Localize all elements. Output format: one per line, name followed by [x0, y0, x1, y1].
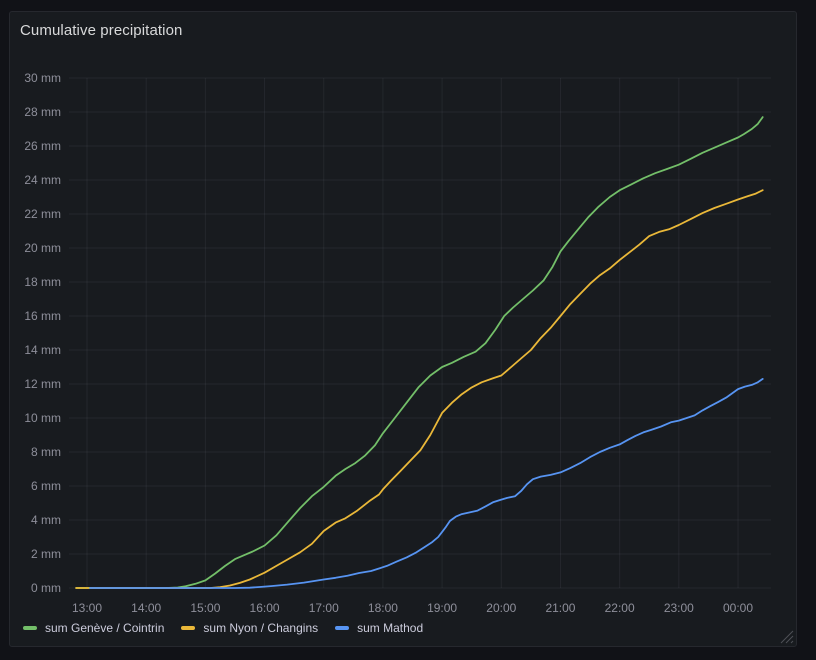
x-tick-label: 19:00: [427, 601, 457, 615]
y-tick-label: 22 mm: [24, 207, 61, 221]
x-tick-label: 15:00: [190, 601, 220, 615]
x-tick-label: 16:00: [250, 601, 280, 615]
y-tick-label: 0 mm: [31, 581, 61, 595]
legend-item-sum-nyon-changins[interactable]: sum Nyon / Changins: [181, 621, 318, 635]
resize-handle-line: [780, 630, 794, 644]
legend-swatch-sum-gen-ve-cointrin: [23, 626, 37, 630]
legend-swatch-sum-nyon-changins: [181, 626, 196, 630]
y-tick-label: 18 mm: [24, 275, 61, 289]
resize-handle-line: [785, 635, 794, 644]
x-tick-label: 13:00: [72, 601, 102, 615]
series-line-sum-mathod: [89, 377, 764, 589]
y-tick-label: 30 mm: [24, 71, 61, 85]
resize-handle-line: [790, 640, 794, 644]
y-tick-label: 14 mm: [24, 343, 61, 357]
legend-label: sum Genève / Cointrin: [45, 621, 165, 635]
legend-item-sum-gen-ve-cointrin[interactable]: sum Genève / Cointrin: [23, 621, 164, 635]
legend-item-sum-mathod[interactable]: sum Mathod: [335, 621, 423, 635]
y-tick-label: 24 mm: [24, 173, 61, 187]
panel-resize-handle[interactable]: [778, 628, 794, 644]
y-tick-label: 8 mm: [31, 445, 61, 459]
x-tick-label: 17:00: [309, 601, 339, 615]
y-tick-label: 10 mm: [24, 411, 61, 425]
y-tick-label: 16 mm: [24, 309, 61, 323]
x-tick-label: 00:00: [723, 601, 753, 615]
x-tick-label: 21:00: [545, 601, 575, 615]
y-tick-label: 2 mm: [31, 547, 61, 561]
y-tick-label: 28 mm: [24, 105, 61, 119]
legend-swatch-sum-mathod: [335, 626, 350, 630]
y-tick-label: 26 mm: [24, 139, 61, 153]
time-series-chart: 0 mm 2 mm 4 mm 6 mm 8 mm 10 mm 12 mm 14 mm 16 mm…: [24, 71, 771, 615]
legend-label: sum Nyon / Changins: [203, 621, 319, 635]
y-tick-label: 4 mm: [31, 513, 61, 527]
y-tick-label: 12 mm: [24, 377, 61, 391]
y-tick-label: 6 mm: [31, 479, 61, 493]
x-tick-label: 14:00: [131, 601, 161, 615]
panel-title[interactable]: Cumulative precipitation: [20, 22, 183, 39]
x-tick-label: 22:00: [605, 601, 635, 615]
y-tick-label: 20 mm: [24, 241, 61, 255]
x-tick-label: 23:00: [664, 601, 694, 615]
series-line-sum-gen-ve-cointrin: [75, 116, 764, 589]
legend-label: sum Mathod: [357, 621, 424, 635]
panel-header: Cumulative precipitation: [10, 12, 796, 46]
x-tick-label: 20:00: [486, 601, 516, 615]
x-tick-label: 18:00: [368, 601, 398, 615]
legend: sum Genève / Cointrin sum Nyon / Changins…: [23, 621, 440, 635]
series-line-sum-nyon-changins: [75, 189, 764, 589]
panel-cumulative-precipitation: Cumulative precipitation 0 mm 2 mm 4 mm 6 m…: [9, 11, 797, 647]
